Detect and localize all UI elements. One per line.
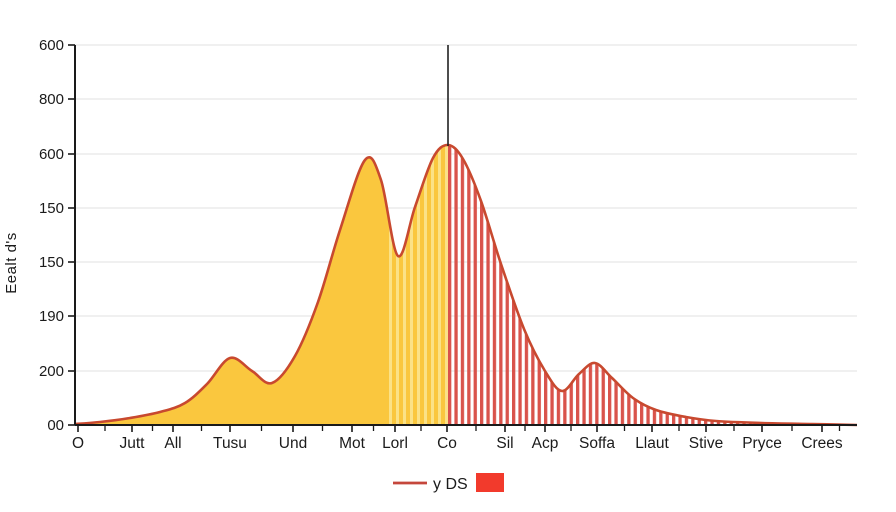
y-tick-label: 00 — [47, 417, 64, 434]
x-tick-label: Tusu — [213, 435, 247, 452]
chart-generated-layers: 600 800 600 150 150 190 200 00 O Jutt All Tusu Und Mo… — [39, 37, 858, 452]
x-tick-label: Jutt — [120, 435, 146, 452]
y-tick-label: 200 — [39, 363, 64, 380]
area-fill-yellow-striped — [386, 144, 448, 425]
x-tick-label: Co — [437, 435, 457, 452]
y-tick-label: 190 — [39, 308, 64, 325]
x-tick-label: Soffa — [579, 435, 615, 452]
area-fill-red-hatched — [448, 145, 857, 425]
y-axis-title: Eealt d's — [3, 232, 20, 294]
x-tick-label: Und — [279, 435, 307, 452]
x-tick-label: Sil — [496, 435, 513, 452]
y-tick-label: 600 — [39, 146, 64, 163]
legend-swatch — [476, 473, 504, 492]
x-tick-label: Lorl — [382, 435, 408, 452]
y-tick-label: 800 — [39, 91, 64, 108]
x-tick-label: O — [72, 435, 84, 452]
area-fill-yellow-solid — [75, 157, 386, 425]
y-tick-label: 600 — [39, 37, 64, 54]
x-tick-label: Pryce — [742, 435, 782, 452]
x-tick-label: Llaut — [635, 435, 669, 452]
x-tick-label: Stive — [689, 435, 723, 452]
legend: y DS — [393, 473, 504, 493]
legend-label: y DS — [433, 476, 468, 493]
x-tick-label: Crees — [801, 435, 843, 452]
y-tick-label: 150 — [39, 200, 64, 217]
y-tick-label: 150 — [39, 254, 64, 271]
x-tick-label: All — [164, 435, 181, 452]
x-tick-label: Mot — [339, 435, 366, 452]
x-tick-label: Acp — [532, 435, 559, 452]
density-curve — [74, 143, 858, 427]
